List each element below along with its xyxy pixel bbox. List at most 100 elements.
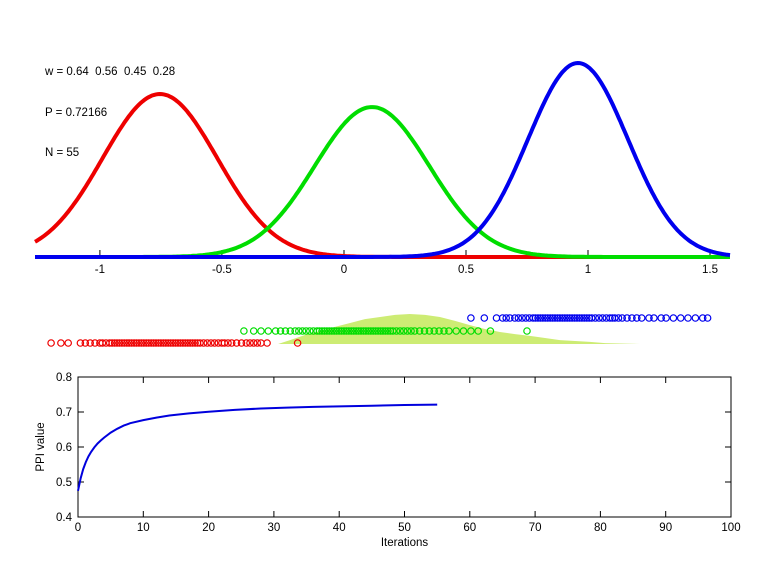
sample-marker — [396, 327, 404, 335]
sample-marker — [425, 327, 434, 335]
sample-marker — [369, 327, 378, 335]
sample-marker — [632, 314, 641, 322]
sample-marker — [558, 314, 567, 322]
sample-marker — [199, 339, 208, 347]
sample-marker — [623, 314, 631, 322]
iterations-tick-label: 90 — [659, 522, 672, 534]
sample-marker — [582, 314, 591, 322]
sample-marker — [246, 339, 254, 347]
sample-marker — [186, 339, 195, 347]
sample-marker — [415, 327, 424, 335]
sample-marker — [523, 327, 531, 335]
sample-marker — [440, 327, 448, 335]
sample-marker — [459, 327, 468, 335]
sample-marker — [291, 327, 299, 335]
sample-marker — [399, 327, 408, 335]
iterations-tick-label: 100 — [721, 522, 740, 534]
sample-marker — [354, 327, 363, 335]
sample-marker — [57, 339, 65, 347]
sample-marker — [110, 339, 119, 347]
sample-marker — [514, 314, 523, 322]
sample-marker — [91, 339, 99, 347]
iterations-tick-label: 80 — [594, 522, 607, 534]
sample-marker — [224, 339, 232, 347]
sample-marker — [123, 339, 131, 347]
ylabel-ppi-value: PPI value — [35, 422, 47, 471]
iterations-tick-label: 70 — [529, 522, 542, 534]
ppi-axes-box — [77, 376, 732, 518]
sample-marker — [541, 314, 550, 322]
sample-rug — [47, 314, 712, 347]
sample-marker — [560, 314, 569, 322]
sample-marker — [207, 339, 215, 347]
sample-marker — [352, 327, 361, 335]
mixture-x-tick-label: 0.5 — [458, 264, 474, 276]
sample-marker — [323, 327, 331, 335]
sample-marker — [159, 339, 168, 347]
sample-marker — [271, 327, 280, 335]
sample-marker — [240, 327, 248, 335]
sample-marker — [546, 314, 555, 322]
sample-marker — [703, 314, 712, 322]
sample-marker — [392, 327, 401, 335]
sample-marker — [474, 327, 483, 335]
sample-marker — [86, 339, 95, 347]
sample-marker — [337, 327, 346, 335]
iterations-tick-label: 60 — [463, 522, 476, 534]
sample-marker — [553, 314, 562, 322]
sample-marker — [188, 339, 197, 347]
sample-marker — [364, 327, 373, 335]
sample-marker — [340, 327, 348, 335]
sample-marker — [518, 314, 526, 322]
sample-marker — [565, 314, 574, 322]
sample-marker — [294, 327, 303, 335]
sample-marker — [174, 339, 182, 347]
sample-marker — [249, 339, 258, 347]
sample-marker — [598, 314, 607, 322]
sample-marker — [379, 327, 387, 335]
sample-marker — [113, 339, 121, 347]
sample-marker — [335, 327, 343, 335]
iterations-tick-label: 20 — [202, 522, 215, 534]
sample-marker — [257, 327, 265, 335]
sample-marker — [534, 314, 542, 322]
sample-marker — [521, 314, 530, 322]
sample-marker — [538, 314, 547, 322]
sample-marker — [445, 327, 453, 335]
sample-marker — [132, 339, 141, 347]
sample-marker — [147, 339, 156, 347]
sample-marker — [657, 314, 666, 322]
sample-marker — [120, 339, 129, 347]
sample-marker — [366, 327, 375, 335]
sample-marker — [327, 327, 336, 335]
sample-marker — [492, 314, 501, 322]
sample-marker — [650, 314, 658, 322]
sample-marker — [264, 327, 273, 335]
sample-marker — [47, 339, 55, 347]
samples-red — [47, 339, 302, 347]
sample-marker — [410, 327, 419, 335]
sample-marker — [184, 339, 192, 347]
sample-marker — [342, 327, 351, 335]
ppi-plot: 0 10 20 30 40 50 60 70 80 90 100 0.4 0.5 0.6 0.7 0.8 Ite… — [35, 372, 741, 549]
sample-marker — [595, 314, 603, 322]
parameter-annotation: w = 0.64 0.56 0.45 0.28 P = 0.72166 N = … — [45, 39, 175, 188]
ppi-tick-label: 0.8 — [56, 372, 72, 384]
sample-marker — [171, 339, 180, 347]
sample-marker — [144, 339, 153, 347]
sample-marker — [315, 327, 324, 335]
sample-marker — [551, 314, 559, 322]
ppi-tick-label: 0.7 — [56, 407, 72, 419]
iterations-tick-label: 10 — [137, 522, 150, 534]
sample-marker — [162, 339, 170, 347]
sample-marker — [531, 314, 540, 322]
sample-marker — [118, 339, 126, 347]
sample-marker — [154, 339, 163, 347]
sample-marker — [108, 339, 116, 347]
sample-marker — [325, 327, 334, 335]
mixture-xaxis: -1 -0.5 0 0.5 1 1.5 — [95, 250, 718, 276]
sample-marker — [115, 339, 124, 347]
sample-marker — [543, 314, 552, 322]
sample-marker — [388, 327, 397, 335]
